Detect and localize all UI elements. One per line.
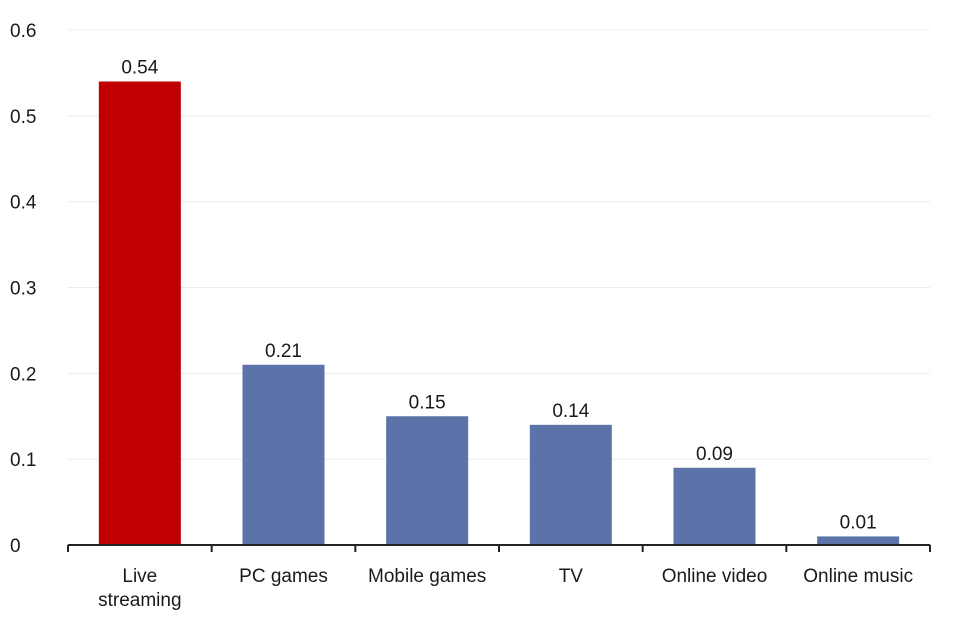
x-category-label-line: Live xyxy=(122,566,157,587)
x-axis xyxy=(67,544,931,552)
y-tick-label: 0.4 xyxy=(10,193,37,214)
y-tick-label: 0.5 xyxy=(10,107,36,128)
data-label: 0.01 xyxy=(840,512,877,533)
y-axis-tick-labels: 0 0.1 0.2 0.3 0.4 0.5 0.6 xyxy=(10,21,37,557)
x-category-label-line: streaming xyxy=(98,590,181,611)
y-tick-label: 0 xyxy=(10,536,21,557)
y-tick-label: 0.1 xyxy=(10,450,36,471)
x-category-label: Mobile games xyxy=(368,566,486,587)
x-category-label-line: Online video xyxy=(662,566,768,587)
x-category-label-line: TV xyxy=(559,566,584,587)
x-axis-category-labels: Live streaming PC games Mobile games TV Onlin… xyxy=(98,566,913,611)
data-label: 0.21 xyxy=(265,341,302,362)
x-category-label: Online video xyxy=(662,566,768,587)
x-category-label: Live streaming xyxy=(98,566,181,611)
data-labels: 0.54 0.21 0.15 0.14 0.09 0.01 xyxy=(121,58,876,534)
bar xyxy=(242,364,325,545)
bar xyxy=(817,536,900,545)
x-category-label: Online music xyxy=(803,566,913,587)
x-category-label: PC games xyxy=(239,566,328,587)
gridlines xyxy=(68,29,930,460)
bars xyxy=(98,81,900,545)
data-label: 0.15 xyxy=(409,392,446,413)
x-category-label-line: Mobile games xyxy=(368,566,486,587)
x-category-label: TV xyxy=(559,566,584,587)
data-label: 0.14 xyxy=(552,401,589,422)
y-tick-label: 0.2 xyxy=(10,364,36,385)
y-tick-label: 0.6 xyxy=(10,21,36,42)
data-label: 0.54 xyxy=(121,58,158,79)
x-category-label-line: PC games xyxy=(239,566,328,587)
bar xyxy=(98,81,181,545)
data-label: 0.09 xyxy=(696,444,733,465)
bar xyxy=(673,467,756,545)
x-category-label-line: Online music xyxy=(803,566,913,587)
y-tick-label: 0.3 xyxy=(10,279,36,300)
bar xyxy=(529,424,612,545)
bar xyxy=(386,416,469,545)
